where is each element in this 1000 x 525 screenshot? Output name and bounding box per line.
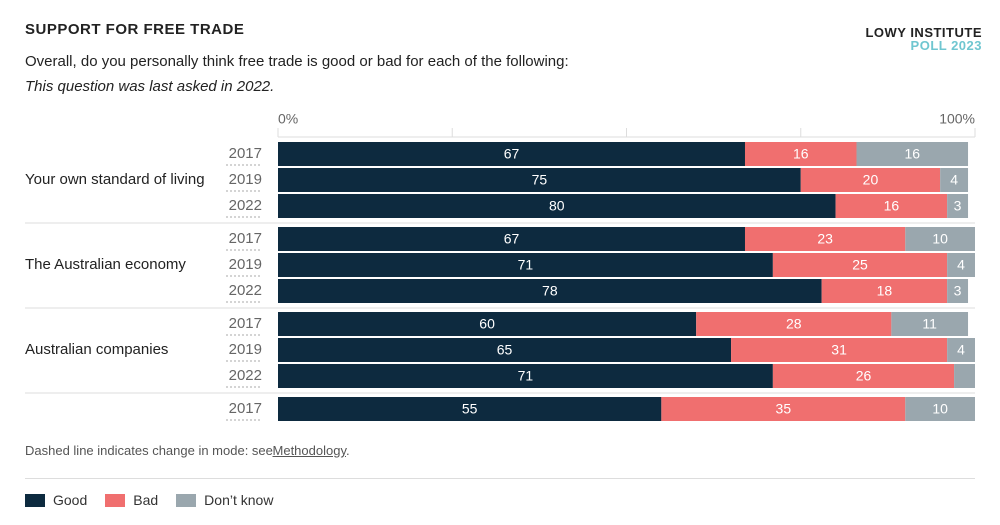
value-label: 3 — [954, 198, 962, 214]
legend-swatch — [25, 493, 45, 507]
value-label: 71 — [518, 257, 534, 273]
legend-swatch — [105, 493, 126, 507]
value-label: 4 — [950, 172, 958, 188]
bar-segment — [744, 227, 906, 251]
title: SUPPORT FOR FREE TRADE — [25, 21, 245, 38]
bar-segment — [821, 279, 948, 303]
bar-segment — [278, 227, 745, 251]
bar-segment — [278, 279, 822, 303]
x-tick-label: 100% — [939, 111, 975, 127]
bar-segment — [278, 338, 732, 362]
group-label: Your own standard of living — [25, 171, 205, 188]
value-label: 18 — [877, 283, 893, 299]
value-label: 75 — [532, 172, 548, 188]
bar-segment — [947, 338, 975, 362]
value-label: 20 — [863, 172, 879, 188]
bar-segment — [744, 142, 857, 166]
value-label: 10 — [932, 231, 948, 247]
subtitle: Overall, do you personally think free tr… — [25, 53, 569, 70]
legend-item: Bad — [105, 492, 158, 508]
value-label: 3 — [954, 283, 962, 299]
value-label: 78 — [542, 283, 558, 299]
legend: Good Bad Don’t know — [25, 492, 273, 508]
row-label: 2019 — [229, 341, 262, 358]
row-label: 2019 — [229, 256, 262, 273]
value-label: 71 — [518, 368, 534, 384]
brand: LOWY INSTITUTE — [865, 25, 982, 40]
bar-segment — [947, 279, 969, 303]
legend-label: Don’t know — [204, 492, 274, 508]
bar-segment — [772, 364, 955, 388]
chart: 0% 100% Your own standard of living 2017 67 1… — [25, 111, 976, 421]
legend-swatch — [176, 493, 197, 507]
legend-label: Bad — [133, 492, 159, 508]
value-label: 65 — [497, 342, 513, 358]
row-label: 2017 — [229, 145, 262, 162]
legend-item: Don’t know — [176, 492, 273, 508]
value-label: 26 — [856, 368, 872, 384]
bar-segment — [835, 194, 948, 218]
row-label: 2022 — [229, 197, 262, 214]
value-label: 31 — [831, 342, 847, 358]
bar-segment — [696, 312, 892, 336]
legend-item: Good — [25, 492, 87, 508]
row-label: 2017 — [229, 230, 262, 247]
group-label: The Australian economy — [25, 256, 186, 273]
bar-segment — [278, 364, 773, 388]
value-label: 67 — [504, 231, 520, 247]
row-label: 2017 — [229, 315, 262, 332]
bar-segment — [954, 364, 975, 388]
value-label: 35 — [776, 401, 792, 417]
bar-segment — [940, 168, 969, 192]
bar-segment — [800, 168, 941, 192]
value-label: 60 — [479, 316, 495, 332]
x-tick-label: 0% — [278, 111, 298, 127]
footnote-text: Dashed line indicates change in mode: se… — [25, 443, 273, 458]
bar-segment — [278, 397, 662, 421]
value-label: 28 — [786, 316, 802, 332]
value-label: 67 — [504, 146, 520, 162]
value-label: 55 — [462, 401, 478, 417]
bar-segment — [278, 168, 801, 192]
bar-segment — [278, 142, 745, 166]
value-label: 80 — [549, 198, 565, 214]
brand-sub: POLL 2023 — [910, 38, 982, 53]
row-label: 2017 — [229, 400, 262, 417]
value-label: 25 — [852, 257, 868, 273]
bar-segment — [947, 253, 975, 277]
methodology-link[interactable]: Methodology — [272, 443, 346, 458]
bar-segment — [891, 312, 969, 336]
group-label: Australian companies — [25, 341, 168, 358]
bar-segment — [278, 312, 697, 336]
value-label: 16 — [904, 146, 920, 162]
footnote-end: . — [346, 443, 350, 458]
bar-segment — [856, 142, 969, 166]
footnote: Dashed line indicates change in mode: se… — [25, 443, 350, 458]
value-label: 23 — [817, 231, 833, 247]
row-label: 2022 — [229, 367, 262, 384]
bar-segment — [661, 397, 906, 421]
bar-segment — [905, 397, 975, 421]
divider — [25, 478, 975, 479]
bar-segment — [947, 194, 969, 218]
bar-segment — [278, 253, 773, 277]
plot: 0% 100% Your own standard of living 2017 67 1… — [25, 111, 976, 421]
value-label: 16 — [884, 198, 900, 214]
bar-segment — [905, 227, 975, 251]
value-label: 4 — [957, 342, 965, 358]
note: This question was last asked in 2022. — [25, 78, 275, 95]
legend-label: Good — [53, 492, 88, 508]
value-label: 4 — [957, 257, 965, 273]
bar-segment — [772, 253, 948, 277]
bar-segment — [731, 338, 948, 362]
value-label: 11 — [922, 316, 937, 332]
row-label: 2022 — [229, 282, 262, 299]
bar-segment — [278, 194, 836, 218]
value-label: 10 — [932, 401, 948, 417]
row-label: 2019 — [229, 171, 262, 188]
value-label: 16 — [793, 146, 809, 162]
